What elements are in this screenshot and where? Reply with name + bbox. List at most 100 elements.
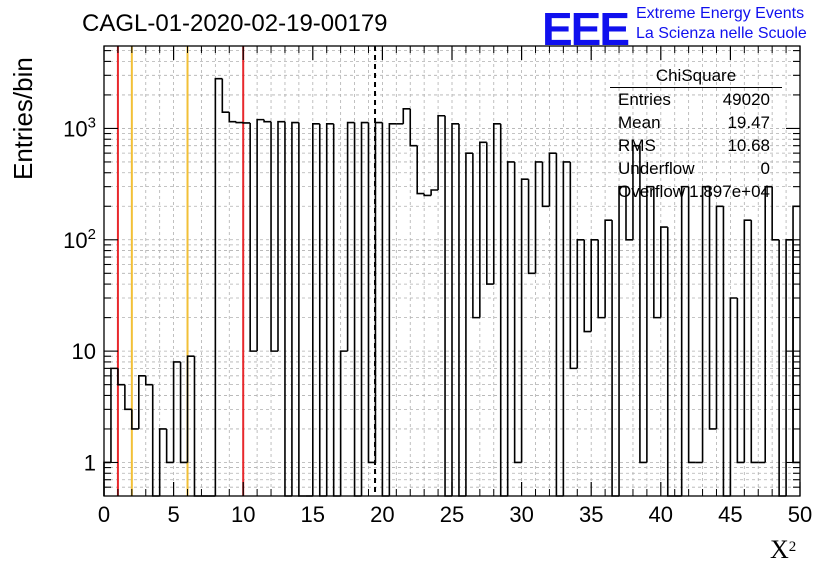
histogram-bar [381,122,390,497]
stats-value: 1.897e+04 [689,182,770,201]
histogram-bar [736,298,745,464]
histogram-bar [771,186,780,241]
stats-key: Underflow [618,159,695,178]
histogram-bar [291,121,299,496]
x-axis-label-exponent: 2 [788,539,797,555]
histogram-bar [284,121,292,497]
stats-title: ChiSquare [610,66,782,88]
histogram-bar [513,161,522,464]
x-tick-label: 50 [788,502,812,527]
stats-row-overflow: Overflow 1.897e+04 [610,180,782,203]
histogram-bar [423,193,432,197]
x-tick-label: 10 [231,502,255,527]
histogram-bar [325,123,334,496]
stats-row-mean: Mean 19.47 [610,111,782,134]
histogram-bar [764,185,773,463]
histogram-bar [604,219,613,318]
histogram-bar [646,185,654,463]
stats-value: 0 [760,159,770,178]
stats-row-underflow: Underflow 0 [610,157,782,180]
histogram-bar [680,185,689,496]
y-tick-label: 102 [63,226,96,253]
histogram-bar [437,114,446,190]
y-tick-label: 103 [63,114,96,141]
histogram-bar [353,122,362,497]
x-tick-label: 5 [167,502,179,527]
histogram-bar [569,161,578,370]
histogram-bar [458,123,466,497]
histogram-bar [172,361,181,463]
histogram-bar [332,123,341,497]
histogram-bar [583,239,592,333]
y-axis-ticks: 1 10 102 103 [63,50,800,488]
histogram-bar [555,153,564,497]
x-tick-label: 25 [440,502,464,527]
histogram-bar [186,355,195,463]
histogram-bar [625,186,633,241]
histogram-bar [402,108,411,124]
histogram-bar [151,384,160,497]
histogram-bar [318,123,327,497]
histogram-bar [367,122,376,464]
histogram-bar [660,226,668,318]
histogram-bar [144,375,153,386]
x-tick-label: 40 [649,502,673,527]
stats-box: ChiSquare Entries 49020 Mean 19.47 RMS 1… [610,66,782,203]
histogram-bar [618,185,626,496]
histogram-bar [479,141,487,318]
y-tick-label: 10 [72,339,96,364]
x-tick-label: 30 [509,502,533,527]
stats-key: Mean [618,113,661,132]
reference-lines [116,46,377,496]
x-tick-label: 45 [718,502,742,527]
stats-key: RMS [618,136,656,155]
logo-line-1: Extreme Energy Events [636,5,805,22]
stats-value: 10.68 [727,136,770,155]
histogram-bar [743,219,752,463]
histogram-bar [708,186,717,430]
histogram-bar [416,145,425,195]
stats-row-entries: Entries 49020 [610,88,782,111]
histogram-bar [778,239,787,497]
histogram-bar [499,123,508,497]
histogram-bar [179,361,188,464]
histogram-bar [221,78,230,113]
histogram-bar [312,123,320,496]
histogram-bar [486,142,494,285]
histogram-bar [346,121,355,352]
histogram-bar [597,239,606,319]
histogram-bar [548,152,557,207]
histogram-bar [472,153,480,319]
histogram-bar [527,179,536,275]
histogram-bar [277,120,285,352]
histogram-bar [750,220,759,464]
logo-line-2: La Scienza nelle Scuole [636,25,807,42]
y-axis-label: Entries/bin [8,57,38,180]
histogram-bar [138,375,146,429]
histogram-bar [785,238,794,496]
histogram-bar [298,122,306,497]
histogram-bar [520,178,529,463]
stats-key: Overflow [618,182,686,201]
histogram-bar [632,144,640,240]
histogram-bar [506,161,515,496]
x-tick-label: 20 [370,502,394,527]
x-tick-label: 35 [579,502,603,527]
histogram-bar [214,77,223,496]
histogram-bar [235,121,244,124]
x-tick-label: 0 [98,502,110,527]
stats-value: 19.47 [727,113,770,132]
x-axis-ticks: 0 5 10 15 20 25 30 35 40 45 50 [98,46,812,527]
stats-key: Entries [618,90,671,109]
x-axis-label-base: X [770,535,789,564]
histogram-bar [562,161,571,496]
histogram-bar [249,122,258,352]
histogram-bar [374,121,383,463]
histogram-bar [158,428,167,496]
stats-row-rms: RMS 10.68 [610,134,782,157]
histogram-bar [576,238,585,369]
histogram-bar [465,152,473,496]
histogram-bar [193,356,202,497]
histogram-bar [534,161,543,274]
